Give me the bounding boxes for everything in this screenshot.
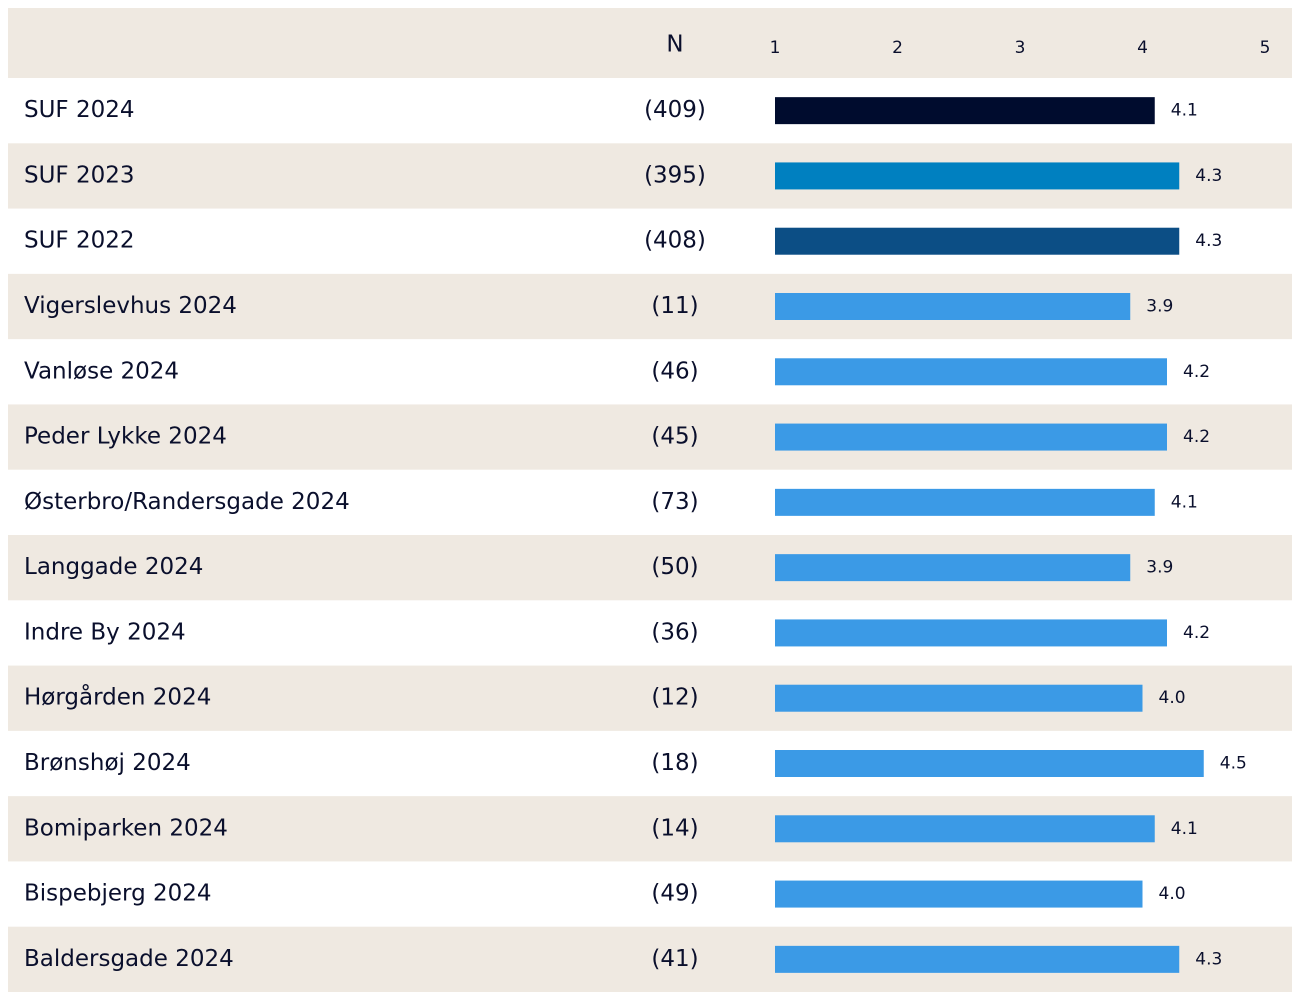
row-label: Bomiparken 2024 [24,815,228,841]
row-label: SUF 2022 [24,228,135,254]
row-label: Langgade 2024 [24,554,203,580]
bar [775,815,1155,843]
bar [775,293,1131,320]
x-tick-label: 2 [892,38,903,58]
bar [775,684,1143,712]
value-label: 4.3 [1195,166,1222,186]
n-label: (73) [651,489,698,515]
bar [775,488,1155,516]
row-label: Hørgården 2024 [24,683,211,711]
value-label: 4.2 [1183,427,1210,447]
n-label: (36) [651,619,698,645]
n-label: (41) [651,946,698,972]
row-label: Brønshøj 2024 [24,750,191,776]
bar [775,423,1167,451]
x-tick-label: 5 [1260,38,1271,58]
x-tick-label: 4 [1137,38,1148,58]
n-header: N [666,32,683,58]
row-label: Vanløse 2024 [24,358,179,384]
value-label: 4.0 [1159,688,1186,708]
bar [775,880,1143,908]
bar [775,619,1167,647]
n-label: (11) [651,293,698,319]
value-label: 4.2 [1183,362,1210,382]
n-label: (409) [644,97,706,123]
row-label: Bispebjerg 2024 [24,881,212,907]
row-label: Vigerslevhus 2024 [24,293,237,319]
n-label: (408) [644,228,706,254]
bar [775,358,1167,386]
row-label: Østerbro/Randersgade 2024 [24,489,350,515]
value-label: 4.0 [1159,884,1186,904]
value-label: 4.1 [1171,101,1198,121]
bar [775,554,1131,582]
n-label: (50) [651,554,698,580]
header-row [8,8,1292,78]
value-label: 4.3 [1195,231,1222,251]
n-label: (395) [644,162,706,188]
row-label: Indre By 2024 [24,619,186,645]
value-label: 3.9 [1146,297,1173,317]
row-label: Baldersgade 2024 [24,946,234,972]
value-label: 4.3 [1195,949,1222,969]
value-label: 3.9 [1146,558,1173,578]
row-label: SUF 2024 [24,97,135,123]
n-label: (45) [651,424,698,450]
value-label: 4.1 [1171,819,1198,839]
bar [775,945,1180,973]
bar [775,97,1155,125]
bar [775,162,1180,190]
n-label: (46) [651,358,698,384]
bar [775,227,1180,255]
value-label: 4.1 [1171,492,1198,512]
n-label: (12) [651,685,698,711]
bar [775,750,1204,777]
x-tick-label: 3 [1015,38,1026,58]
value-label: 4.5 [1220,754,1247,774]
value-label: 4.2 [1183,623,1210,643]
n-label: (18) [651,750,698,776]
x-tick-label: 1 [770,38,781,58]
row-label: Peder Lykke 2024 [24,424,227,450]
n-label: (14) [651,815,698,841]
n-label: (49) [651,881,698,907]
row-label: SUF 2023 [24,162,135,188]
